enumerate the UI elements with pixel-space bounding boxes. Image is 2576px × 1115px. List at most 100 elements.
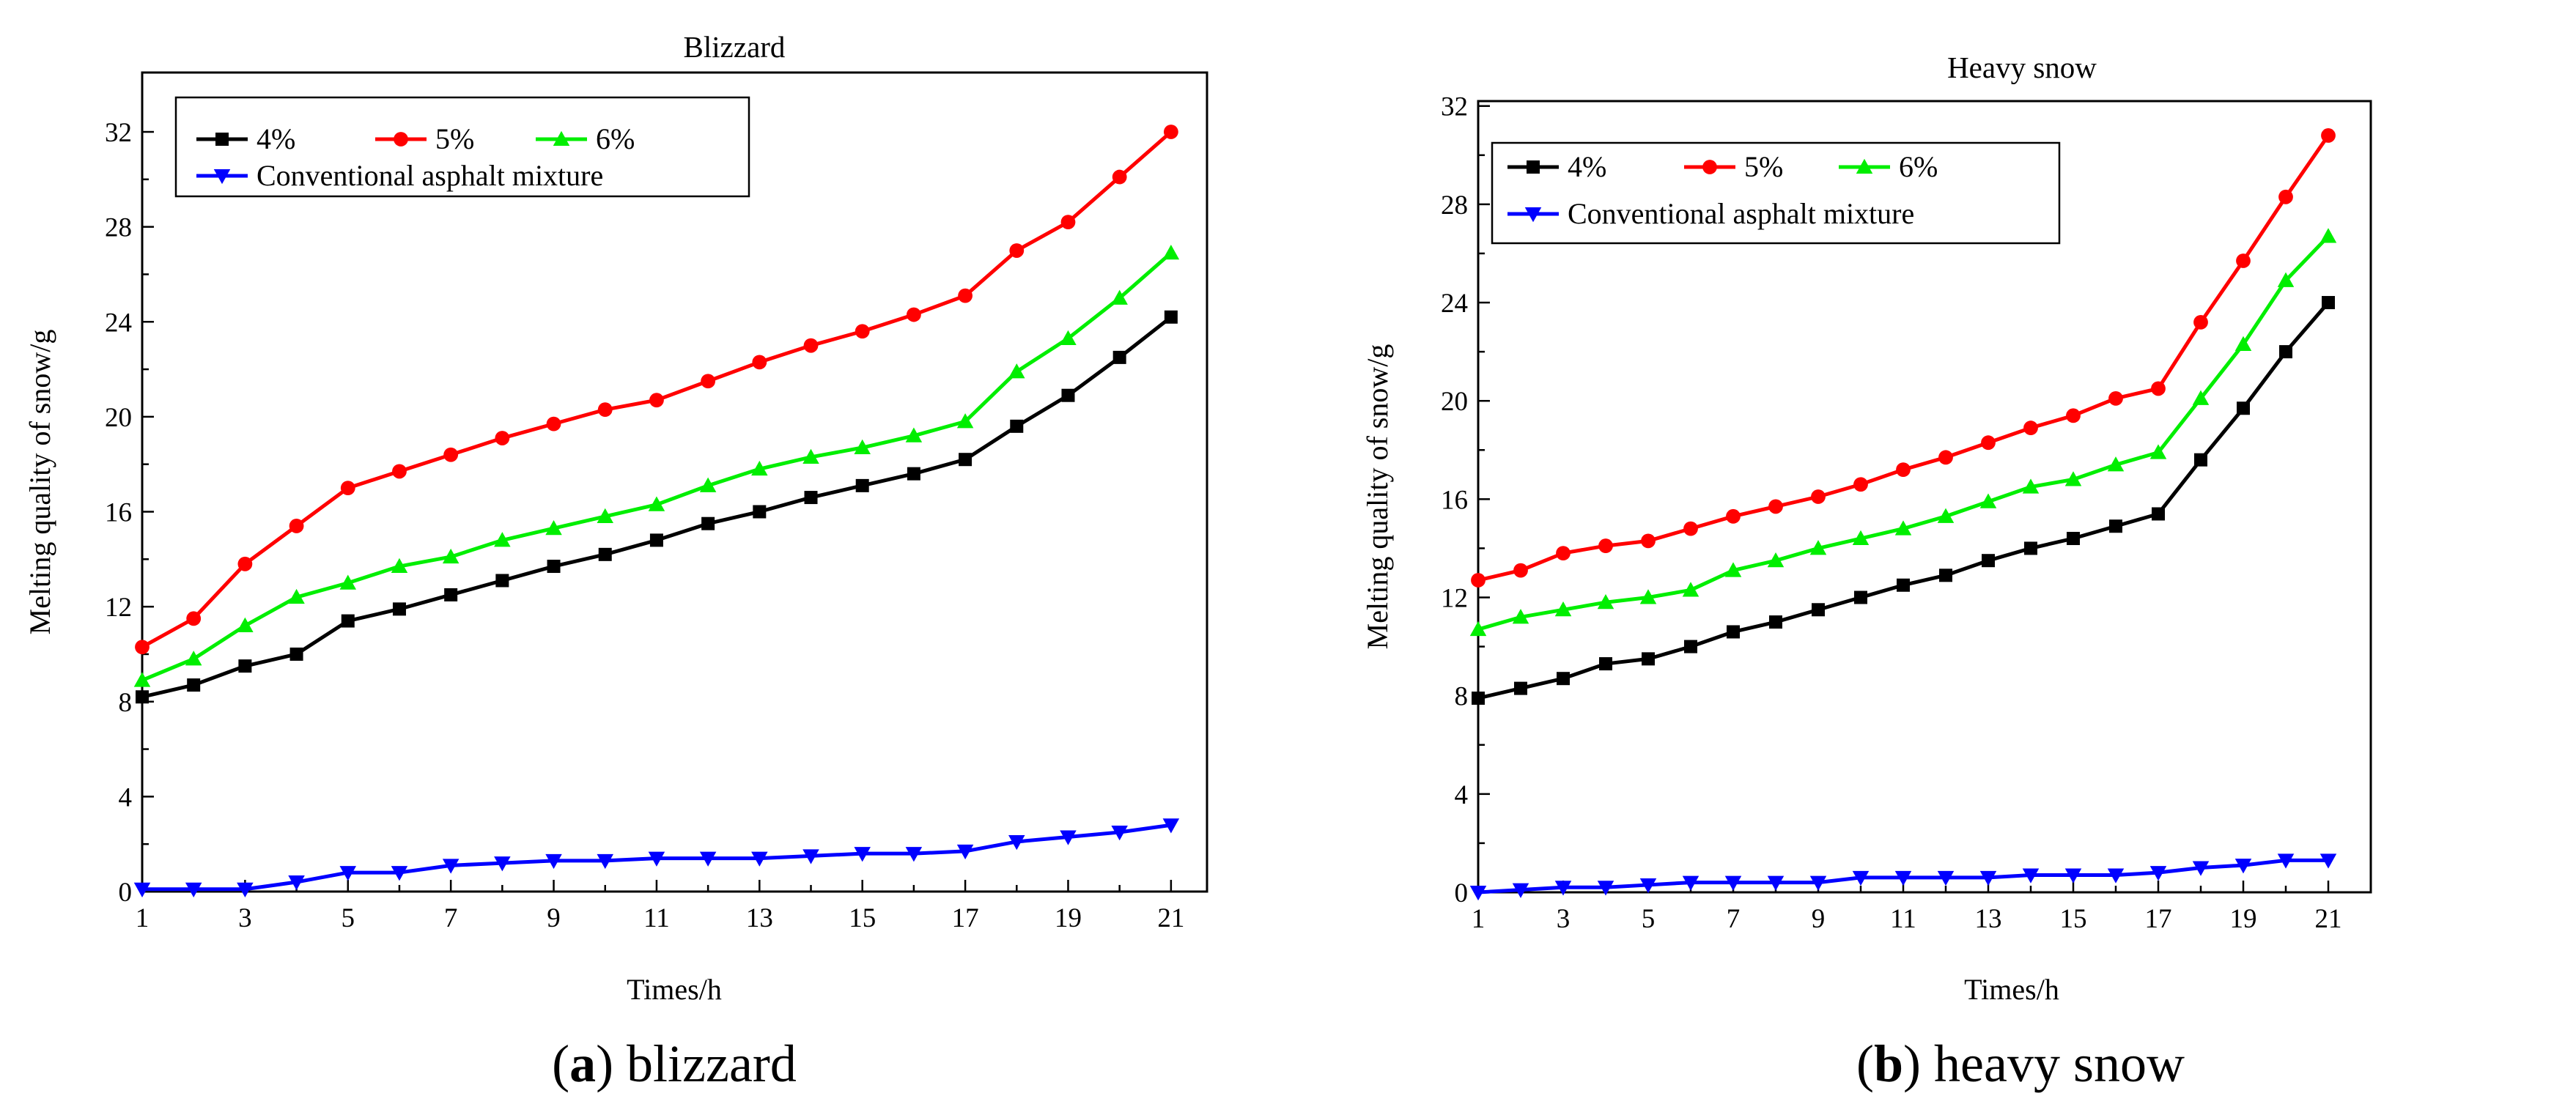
data-point	[289, 519, 304, 533]
data-point	[2067, 532, 2080, 546]
x-tick-label: 9	[1812, 904, 1826, 934]
legend-entry: 4%	[1507, 150, 1606, 183]
data-point	[1060, 830, 1077, 845]
data-point	[495, 431, 510, 445]
legend-marker	[1524, 207, 1542, 223]
data-point	[1469, 886, 1487, 901]
data-point	[1512, 609, 1529, 624]
data-point	[1009, 243, 1025, 258]
data-point	[494, 856, 511, 872]
data-point	[1639, 589, 1657, 604]
data-point	[959, 453, 973, 467]
data-point	[1642, 652, 1655, 666]
data-point	[1981, 435, 1996, 451]
data-point	[1938, 450, 1953, 465]
data-point	[1809, 540, 1827, 555]
y-tick-label: 12	[105, 593, 132, 623]
data-point	[855, 478, 869, 492]
x-tick-label: 5	[1642, 904, 1656, 934]
y-tick-label: 20	[105, 403, 132, 433]
data-point	[597, 508, 613, 523]
x-tick-label: 11	[643, 903, 670, 933]
x-tick-label: 21	[2315, 904, 2342, 934]
data-point	[339, 866, 357, 881]
legend-label: 5%	[435, 122, 474, 155]
data-point	[2277, 853, 2295, 869]
series-2	[133, 245, 1180, 687]
data-point	[2152, 507, 2165, 521]
data-point	[545, 853, 562, 870]
data-point	[289, 647, 303, 661]
data-point	[802, 849, 819, 864]
y-tick-label: 12	[1441, 584, 1468, 614]
data-point	[1809, 875, 1827, 891]
data-point	[699, 477, 717, 492]
legend-entry: 6%	[536, 122, 635, 155]
figure-caption: (a) blizzard	[552, 1034, 797, 1093]
data-point	[2109, 519, 2122, 533]
data-point	[1060, 330, 1077, 345]
data-point	[1111, 825, 1128, 841]
data-point	[2193, 314, 2208, 330]
y-axis-label: Melting quality of snow/g	[23, 330, 56, 635]
data-point	[1724, 562, 1742, 577]
data-point	[1682, 582, 1700, 597]
x-tick-label: 9	[547, 903, 561, 933]
data-point	[237, 882, 254, 898]
data-point	[2279, 345, 2292, 359]
data-point	[2319, 228, 2337, 243]
data-point	[185, 882, 202, 898]
data-point	[597, 402, 613, 418]
chart-heavy-snow: Heavy snow 1 3 5 7 9 11 13 15 17 19 21048121620242…	[1361, 51, 2372, 1093]
data-point	[2192, 390, 2210, 405]
data-point	[2151, 381, 2166, 396]
data-point	[545, 519, 562, 536]
series-2	[1469, 228, 2337, 637]
data-point	[1768, 499, 1783, 514]
data-point	[802, 448, 819, 464]
data-point	[1010, 419, 1024, 433]
data-point	[1854, 590, 1867, 604]
y-tick-label: 16	[105, 498, 132, 528]
y-tick-label: 32	[1441, 92, 1468, 122]
data-point	[1979, 493, 1997, 508]
data-point	[2149, 444, 2167, 459]
data-point	[185, 651, 202, 666]
data-point	[1162, 818, 1180, 834]
data-point	[1061, 388, 1075, 402]
data-point	[2277, 272, 2295, 287]
data-point	[2149, 866, 2167, 881]
y-tick-label: 8	[1455, 682, 1469, 712]
series-1	[135, 125, 1178, 655]
series-0	[136, 310, 1178, 704]
data-point	[1556, 546, 1571, 561]
data-point	[1472, 692, 1485, 705]
data-point	[958, 288, 973, 303]
data-point	[1767, 875, 1785, 891]
y-tick-label: 0	[1455, 878, 1469, 908]
legend-label: Conventional asphalt mixture	[1568, 197, 1914, 230]
legend-entry: Conventional asphalt mixture	[196, 159, 603, 192]
data-point	[649, 393, 664, 408]
legend-marker	[394, 132, 408, 147]
panel-blizzard: Blizzard 1 3 5 7 9 11 13 15 17 19 21 0 4 8 12 16 20 24 28 3…	[23, 30, 1208, 1093]
data-point	[855, 324, 870, 339]
data-point	[1682, 875, 1700, 891]
y-tick-label: 20	[1441, 387, 1468, 417]
x-tick-label: 19	[2230, 904, 2257, 934]
data-point	[752, 355, 767, 370]
x-tick-label: 15	[849, 903, 876, 933]
data-point	[2322, 296, 2335, 310]
data-point	[1897, 578, 1910, 592]
x-tick-label: 17	[952, 903, 979, 933]
y-tick-label: 8	[119, 688, 133, 718]
x-axis-label: Times/h	[627, 973, 722, 1006]
data-point	[237, 556, 253, 571]
data-point	[804, 491, 818, 505]
data-point	[803, 338, 819, 353]
data-point	[135, 640, 150, 655]
data-point	[701, 516, 715, 530]
y-tick-label: 28	[1441, 190, 1468, 221]
data-point	[444, 588, 458, 601]
chart-blizzard: Blizzard 1 3 5 7 9 11 13 15 17 19 2104812162024283…	[23, 30, 1208, 1093]
